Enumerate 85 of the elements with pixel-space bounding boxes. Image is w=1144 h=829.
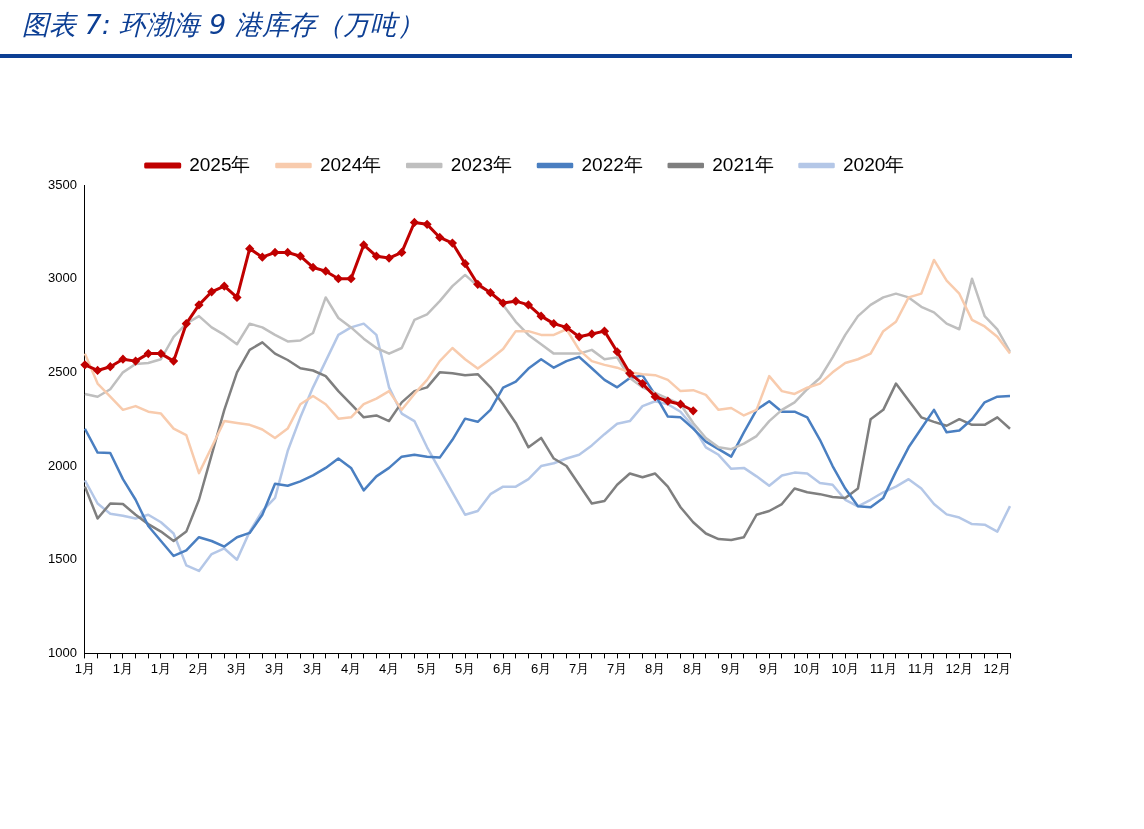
x-tick-label: 10月 bbox=[831, 660, 859, 676]
y-tick-label: 3000 bbox=[48, 270, 77, 286]
point bbox=[499, 299, 508, 308]
x-tick-label: 1月 bbox=[74, 660, 96, 676]
point bbox=[473, 280, 482, 289]
chart-title: 图表 7: 环渤海 9 港库存（万吨） bbox=[0, 0, 1072, 58]
x-tick-label: 9月 bbox=[721, 660, 742, 676]
point bbox=[169, 357, 178, 366]
y-tick-label: 2000 bbox=[48, 457, 77, 473]
y-tick-label: 1000 bbox=[48, 644, 77, 660]
point bbox=[448, 239, 457, 248]
point bbox=[435, 233, 444, 242]
x-tick-label: 5月 bbox=[454, 660, 476, 676]
point bbox=[486, 288, 495, 297]
point bbox=[106, 362, 115, 371]
point bbox=[182, 319, 191, 328]
point bbox=[347, 274, 356, 283]
point bbox=[423, 220, 432, 229]
point bbox=[537, 312, 546, 321]
x-tick-label: 4月 bbox=[340, 660, 362, 676]
point bbox=[321, 267, 330, 276]
point bbox=[511, 297, 520, 306]
x-tick-label: 12月 bbox=[945, 660, 974, 676]
point bbox=[625, 369, 634, 378]
x-tick-label: 7月 bbox=[607, 660, 628, 676]
legend-label: 2024年 bbox=[319, 153, 382, 175]
point bbox=[397, 248, 406, 257]
y-tick-label: 2500 bbox=[48, 363, 77, 379]
x-tick-label: 8月 bbox=[645, 660, 666, 676]
point bbox=[296, 252, 305, 261]
point bbox=[207, 287, 216, 296]
point bbox=[194, 300, 203, 309]
point bbox=[258, 253, 267, 262]
x-tick-label: 6月 bbox=[492, 660, 514, 676]
legend-label: 2021年 bbox=[712, 153, 774, 175]
point bbox=[562, 323, 571, 332]
point bbox=[131, 357, 140, 366]
legend-label: 2020年 bbox=[843, 153, 905, 175]
x-tick-label: 6月 bbox=[531, 660, 552, 676]
point bbox=[232, 293, 241, 302]
x-tick-label: 7月 bbox=[569, 660, 590, 676]
point bbox=[220, 282, 229, 291]
point bbox=[372, 252, 381, 261]
x-tick-label: 12月 bbox=[983, 660, 1012, 676]
x-tick-label: 8月 bbox=[683, 660, 704, 676]
x-tick-label: 11月 bbox=[870, 660, 897, 676]
point bbox=[689, 406, 698, 415]
point bbox=[93, 366, 102, 375]
point bbox=[549, 319, 558, 328]
point bbox=[80, 360, 89, 369]
point bbox=[651, 392, 660, 401]
point bbox=[663, 397, 672, 406]
point bbox=[410, 218, 419, 227]
legend-label: 2022年 bbox=[581, 153, 643, 175]
point bbox=[334, 274, 343, 283]
y-tick-label: 3500 bbox=[48, 176, 77, 192]
x-tick-label: 2月 bbox=[188, 660, 210, 676]
x-tick-label: 5月 bbox=[416, 660, 438, 676]
point bbox=[587, 329, 596, 338]
x-tick-label: 10月 bbox=[793, 660, 821, 676]
point bbox=[524, 300, 533, 309]
x-tick-label: 9月 bbox=[759, 660, 780, 676]
point bbox=[613, 347, 622, 356]
point bbox=[144, 349, 153, 358]
point bbox=[600, 327, 609, 336]
x-tick-label: 1月 bbox=[112, 660, 134, 676]
legend-label: 2023年 bbox=[450, 153, 513, 175]
x-tick-label: 1月 bbox=[150, 660, 172, 676]
point bbox=[309, 263, 318, 272]
point bbox=[385, 254, 394, 263]
point bbox=[676, 400, 685, 409]
point bbox=[461, 259, 470, 268]
x-tick-label: 3月 bbox=[226, 660, 248, 676]
x-tick-label: 4月 bbox=[378, 660, 400, 676]
x-tick-label: 3月 bbox=[302, 660, 324, 676]
point bbox=[638, 379, 647, 388]
x-tick-label: 11月 bbox=[908, 660, 935, 676]
y-tick-label: 1500 bbox=[48, 551, 77, 567]
point bbox=[575, 332, 584, 341]
x-tick-label: 3月 bbox=[264, 660, 286, 676]
point bbox=[245, 244, 254, 253]
point bbox=[118, 355, 127, 364]
legend-label: 2025年 bbox=[189, 153, 251, 175]
point bbox=[283, 248, 292, 257]
point bbox=[359, 240, 368, 249]
